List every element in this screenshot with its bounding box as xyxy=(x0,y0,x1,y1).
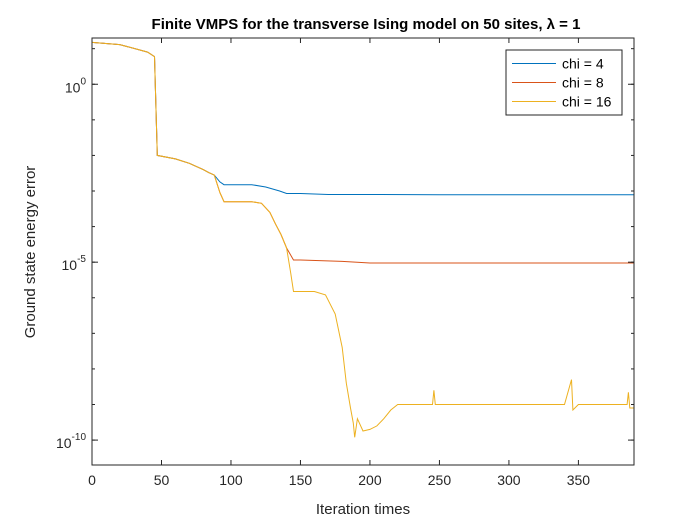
legend-label-3: chi = 16 xyxy=(562,94,612,110)
legend: chi = 4 chi = 8 chi = 16 xyxy=(505,49,623,116)
chart-title: Finite VMPS for the transverse Ising mod… xyxy=(152,16,581,33)
x-tick-label: 350 xyxy=(567,472,591,488)
x-axis-label: Iteration times xyxy=(316,501,410,518)
plot-border xyxy=(91,37,635,466)
x-tick-label: 0 xyxy=(88,472,96,488)
x-tick-label: 50 xyxy=(154,472,170,488)
x-tick-label: 150 xyxy=(289,472,313,488)
legend-label-2: chi = 8 xyxy=(562,75,604,91)
x-tick-label: 250 xyxy=(428,472,452,488)
data-layer xyxy=(91,41,634,438)
x-tick-label: 100 xyxy=(219,472,243,488)
y-tick-label: 10-5 xyxy=(62,254,87,273)
series-line-3 xyxy=(91,41,634,438)
y-axis-label: Ground state energy error xyxy=(22,166,39,339)
x-tick-label: 200 xyxy=(358,472,382,488)
axes-layer: 0 50 100 150 200 250 300 350 100 10-5 10-10 xyxy=(56,38,634,488)
y-tick-label: 10-10 xyxy=(56,432,86,451)
legend-label-1: chi = 4 xyxy=(562,56,604,72)
x-tick-label: 300 xyxy=(497,472,521,488)
y-tick-label: 100 xyxy=(65,76,87,95)
